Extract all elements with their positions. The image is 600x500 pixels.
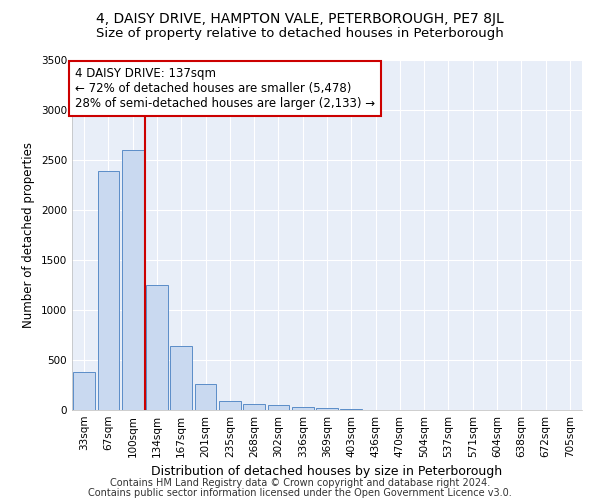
Bar xyxy=(316,408,338,410)
Text: 4 DAISY DRIVE: 137sqm
← 72% of detached houses are smaller (5,478)
28% of semi-d: 4 DAISY DRIVE: 137sqm ← 72% of detached … xyxy=(74,67,374,110)
Bar xyxy=(122,150,143,410)
Bar xyxy=(219,400,241,410)
Bar xyxy=(340,408,362,410)
Text: Size of property relative to detached houses in Peterborough: Size of property relative to detached ho… xyxy=(96,28,504,40)
X-axis label: Distribution of detached houses by size in Peterborough: Distribution of detached houses by size … xyxy=(151,466,503,478)
Bar xyxy=(268,404,289,410)
Text: Contains HM Land Registry data © Crown copyright and database right 2024.: Contains HM Land Registry data © Crown c… xyxy=(110,478,490,488)
Bar xyxy=(194,384,217,410)
Bar xyxy=(170,346,192,410)
Bar xyxy=(97,171,119,410)
Bar xyxy=(73,372,95,410)
Text: Contains public sector information licensed under the Open Government Licence v3: Contains public sector information licen… xyxy=(88,488,512,498)
Bar xyxy=(146,285,168,410)
Bar xyxy=(292,406,314,410)
Bar xyxy=(243,404,265,410)
Y-axis label: Number of detached properties: Number of detached properties xyxy=(22,142,35,328)
Text: 4, DAISY DRIVE, HAMPTON VALE, PETERBOROUGH, PE7 8JL: 4, DAISY DRIVE, HAMPTON VALE, PETERBOROU… xyxy=(96,12,504,26)
